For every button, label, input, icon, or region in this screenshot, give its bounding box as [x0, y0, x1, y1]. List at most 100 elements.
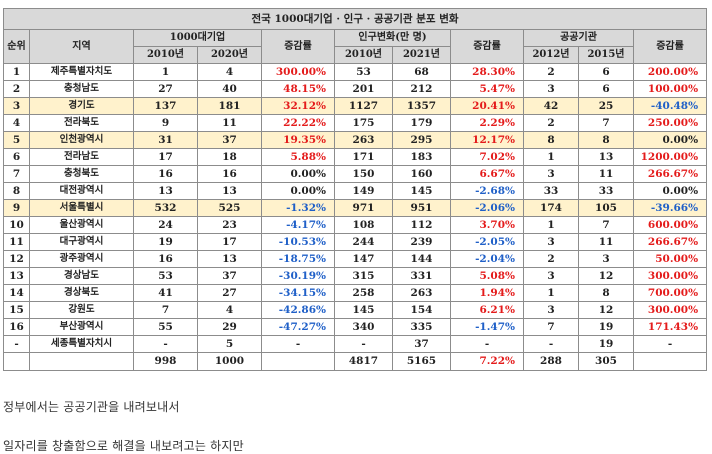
- companies-2020-cell: 18: [197, 148, 262, 166]
- companies-2010-cell: 9: [133, 114, 198, 132]
- public-change-cell: 50.00%: [632, 250, 708, 268]
- companies-change-cell: 22.22%: [261, 114, 335, 132]
- companies-2010-cell: 55: [133, 318, 198, 336]
- companies-2020-cell: 29: [197, 318, 262, 336]
- public-2015-cell: 7: [578, 216, 634, 234]
- population-2010-cell: 340: [334, 318, 393, 336]
- population-change-cell: 2.29%: [450, 114, 524, 132]
- population-2010-cell: 145: [334, 301, 393, 319]
- public-2015-cell: 11: [578, 165, 634, 183]
- companies-2020-cell: 37: [197, 267, 262, 285]
- public-2012-cell: 8: [523, 131, 579, 149]
- companies-change-cell: 19.35%: [261, 131, 335, 149]
- rank-cell: 1: [3, 63, 30, 81]
- public-2012-cell: 2: [523, 63, 579, 81]
- region-cell: 강원도: [29, 301, 134, 319]
- header-group-population: 인구변화(만 명): [334, 29, 451, 47]
- rank-cell: 3: [3, 97, 30, 115]
- public-2015-cell: 105: [578, 199, 634, 217]
- population-2021-cell: 263: [392, 284, 451, 302]
- companies-2010-cell: 1: [133, 63, 198, 81]
- table-row: 4 전라북도 9 11 22.22% 175 179 2.29% 2 7 250.00%: [3, 114, 708, 132]
- companies-change-cell: -4.17%: [261, 216, 335, 234]
- region-cell: 전라남도: [29, 148, 134, 166]
- public-2012-cell: 2: [523, 114, 579, 132]
- rank-cell: 12: [3, 250, 30, 268]
- population-change-cell: 6.21%: [450, 301, 524, 319]
- paragraph-2: 일자리를 창출함으로 해결을 내보려고는 하지만: [3, 439, 244, 453]
- public-2015-cell: 3: [578, 250, 634, 268]
- companies-2010-cell: 7: [133, 301, 198, 319]
- companies-2020-cell: 40: [197, 80, 262, 98]
- companies-change-cell: [261, 352, 335, 371]
- public-change-cell: 250.00%: [632, 114, 708, 132]
- public-2012-cell: 3: [523, 233, 579, 251]
- population-2010-cell: 4817: [334, 352, 393, 371]
- population-2021-cell: 160: [392, 165, 451, 183]
- public-2015-cell: 8: [578, 284, 634, 302]
- public-2012-cell: 3: [523, 80, 579, 98]
- population-2010-cell: 315: [334, 267, 393, 285]
- table-row: 5 인천광역시 31 37 19.35% 263 295 12.17% 8 8 0.00%: [3, 131, 708, 149]
- region-cell: 경상북도: [29, 284, 134, 302]
- region-cell: 세종특별자치시: [29, 335, 134, 353]
- table-row: 15 강원도 7 4 -42.86% 145 154 6.21% 3 12 300.00%: [3, 301, 708, 319]
- companies-2020-cell: 13: [197, 250, 262, 268]
- companies-change-cell: 32.12%: [261, 97, 335, 115]
- region-cell: 제주특별자치도: [29, 63, 134, 81]
- region-cell: 부산광역시: [29, 318, 134, 336]
- companies-2010-cell: 27: [133, 80, 198, 98]
- population-2010-cell: 244: [334, 233, 393, 251]
- rank-cell: [3, 352, 30, 371]
- region-cell: 인천광역시: [29, 131, 134, 149]
- region-cell: [29, 352, 134, 371]
- companies-2010-cell: 19: [133, 233, 198, 251]
- population-2010-cell: 171: [334, 148, 393, 166]
- table-row: 10 울산광역시 24 23 -4.17% 108 112 3.70% 1 7 600.00%: [3, 216, 708, 234]
- population-2021-cell: 331: [392, 267, 451, 285]
- companies-2020-cell: 11: [197, 114, 262, 132]
- header-region: 지역: [29, 29, 134, 64]
- public-change-cell: -39.66%: [632, 199, 708, 217]
- population-change-cell: -2.06%: [450, 199, 524, 217]
- population-2021-cell: 68: [392, 63, 451, 81]
- public-change-cell: -40.48%: [632, 97, 708, 115]
- public-2015-cell: 7: [578, 114, 634, 132]
- rank-cell: 14: [3, 284, 30, 302]
- region-cell: 대전광역시: [29, 182, 134, 200]
- companies-2010-cell: 998: [133, 352, 198, 371]
- table-title: 전국 1000대기업 · 인구 · 공공기관 분포 변화: [2, 8, 708, 30]
- public-2015-cell: 12: [578, 301, 634, 319]
- public-change-cell: 600.00%: [632, 216, 708, 234]
- rank-cell: 16: [3, 318, 30, 336]
- population-2021-cell: 295: [392, 131, 451, 149]
- population-change-cell: -2.04%: [450, 250, 524, 268]
- population-2010-cell: 263: [334, 131, 393, 149]
- population-2021-cell: 212: [392, 80, 451, 98]
- population-change-cell: 5.47%: [450, 80, 524, 98]
- population-2021-cell: 112: [392, 216, 451, 234]
- rank-cell: 5: [3, 131, 30, 149]
- population-2021-cell: 154: [392, 301, 451, 319]
- companies-change-cell: 0.00%: [261, 182, 335, 200]
- header-rank: 순위: [3, 29, 30, 64]
- table-row: 14 경상북도 41 27 -34.15% 258 263 1.94% 1 8 700.00%: [3, 284, 708, 302]
- companies-change-cell: -1.32%: [261, 199, 335, 217]
- rank-cell: 13: [3, 267, 30, 285]
- table-row: 2 충청남도 27 40 48.15% 201 212 5.47% 3 6 100.00%: [3, 80, 708, 98]
- companies-2020-cell: 27: [197, 284, 262, 302]
- public-change-cell: 1200.00%: [632, 148, 708, 166]
- public-change-cell: 200.00%: [632, 63, 708, 81]
- population-change-cell: 20.41%: [450, 97, 524, 115]
- public-2012-cell: 174: [523, 199, 579, 217]
- companies-2010-cell: 532: [133, 199, 198, 217]
- public-2012-cell: 1: [523, 284, 579, 302]
- public-change-cell: 100.00%: [632, 80, 708, 98]
- table-row: 6 전라남도 17 18 5.88% 171 183 7.02% 1 13 1200.00%: [3, 148, 708, 166]
- public-2015-cell: 11: [578, 233, 634, 251]
- public-2012-cell: 33: [523, 182, 579, 200]
- rank-cell: 4: [3, 114, 30, 132]
- rank-cell: 9: [3, 199, 30, 217]
- population-2010-cell: 108: [334, 216, 393, 234]
- companies-2020-cell: 1000: [197, 352, 262, 371]
